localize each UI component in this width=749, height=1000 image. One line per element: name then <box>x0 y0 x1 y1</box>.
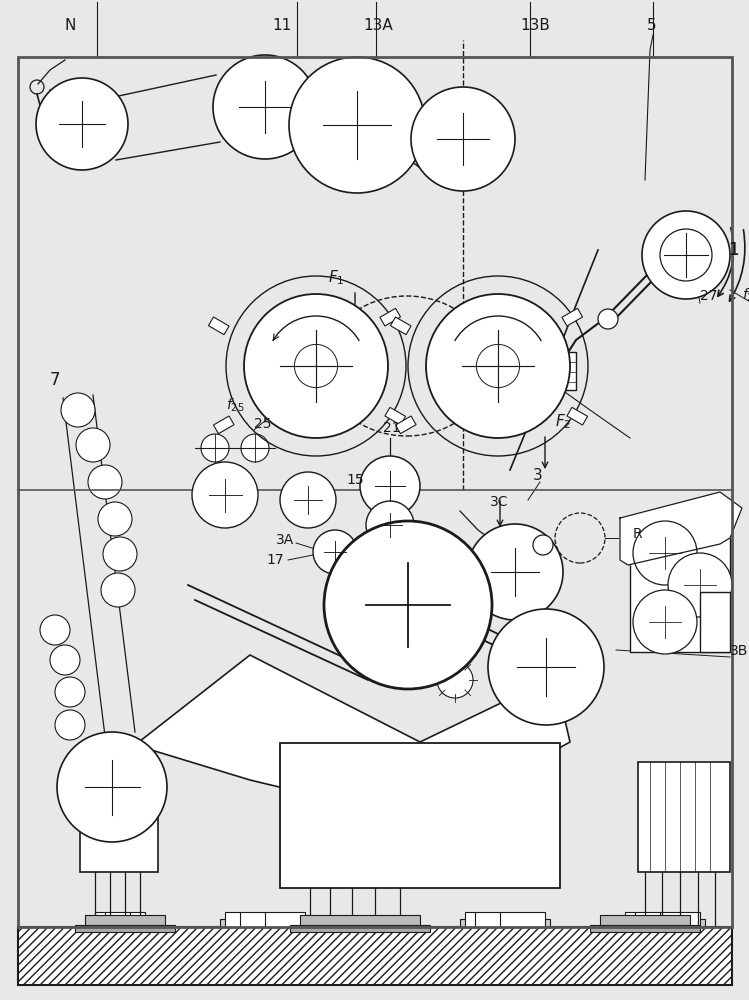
Bar <box>220 919 310 927</box>
Text: 3C: 3C <box>490 495 509 509</box>
Circle shape <box>660 229 712 281</box>
Circle shape <box>103 537 137 571</box>
Bar <box>630 534 730 652</box>
Circle shape <box>98 502 132 536</box>
Bar <box>290 925 430 932</box>
Circle shape <box>476 344 520 388</box>
Circle shape <box>101 573 135 607</box>
Circle shape <box>633 590 697 654</box>
Bar <box>225 912 305 927</box>
Text: 13A: 13A <box>363 18 392 33</box>
Circle shape <box>55 677 85 707</box>
Bar <box>638 762 730 872</box>
Circle shape <box>426 294 570 438</box>
Circle shape <box>467 524 563 620</box>
Bar <box>213 416 234 434</box>
Bar <box>18 57 732 927</box>
Circle shape <box>201 434 229 462</box>
Bar <box>18 927 732 985</box>
Polygon shape <box>620 492 742 565</box>
Text: 27: 27 <box>700 289 718 303</box>
Bar <box>395 416 416 434</box>
Circle shape <box>57 732 167 842</box>
Circle shape <box>633 521 697 585</box>
Bar <box>95 912 145 927</box>
Text: 7: 7 <box>50 371 61 389</box>
Text: 21: 21 <box>383 421 401 435</box>
Circle shape <box>313 530 357 574</box>
Text: $f_{27}$: $f_{27}$ <box>742 287 749 304</box>
Text: R: R <box>633 527 643 541</box>
Polygon shape <box>135 655 570 822</box>
Bar <box>80 794 158 872</box>
Circle shape <box>289 57 425 193</box>
Bar <box>567 407 587 425</box>
Text: 3: 3 <box>533 468 543 483</box>
Circle shape <box>244 294 388 438</box>
Bar <box>385 407 405 425</box>
Bar <box>85 915 165 927</box>
Bar <box>460 919 550 927</box>
Bar <box>208 317 229 335</box>
Circle shape <box>88 465 122 499</box>
Text: 11: 11 <box>272 18 291 33</box>
Text: N: N <box>65 18 76 33</box>
Text: 1: 1 <box>728 241 739 259</box>
Circle shape <box>642 211 730 299</box>
Bar <box>280 743 560 888</box>
Bar <box>465 912 545 927</box>
Bar <box>300 915 420 927</box>
Circle shape <box>360 456 420 516</box>
Text: 3A: 3A <box>276 533 294 547</box>
Bar <box>380 308 401 326</box>
Circle shape <box>294 344 338 388</box>
Circle shape <box>598 309 618 329</box>
Text: $f_{25}$: $f_{25}$ <box>226 397 244 414</box>
Circle shape <box>213 55 317 159</box>
Bar <box>620 919 705 927</box>
Bar <box>625 912 700 927</box>
Bar <box>562 308 583 326</box>
Circle shape <box>36 78 128 170</box>
Bar <box>600 915 690 927</box>
Circle shape <box>241 434 269 462</box>
Circle shape <box>488 609 604 725</box>
Text: 13B: 13B <box>520 18 550 33</box>
Circle shape <box>76 428 110 462</box>
Text: 5: 5 <box>647 18 657 33</box>
Text: $F_2$: $F_2$ <box>555 412 571 431</box>
Text: 17: 17 <box>266 553 284 567</box>
Circle shape <box>366 501 414 549</box>
Circle shape <box>50 645 80 675</box>
Circle shape <box>668 553 732 617</box>
Circle shape <box>55 710 85 740</box>
Circle shape <box>324 521 492 689</box>
Text: 3B: 3B <box>730 644 748 658</box>
Bar <box>75 925 175 932</box>
Circle shape <box>437 662 473 698</box>
Text: 15: 15 <box>346 473 363 487</box>
Circle shape <box>411 87 515 191</box>
Text: 1: 1 <box>728 241 739 259</box>
Text: 25: 25 <box>254 417 271 431</box>
Text: $F_1$: $F_1$ <box>328 268 345 287</box>
Circle shape <box>192 462 258 528</box>
Circle shape <box>280 472 336 528</box>
Bar <box>90 919 150 927</box>
Circle shape <box>61 393 95 427</box>
Bar <box>700 592 730 652</box>
Bar <box>590 925 700 932</box>
Bar <box>390 317 411 335</box>
Circle shape <box>533 535 553 555</box>
Bar <box>548 352 576 390</box>
Circle shape <box>40 615 70 645</box>
